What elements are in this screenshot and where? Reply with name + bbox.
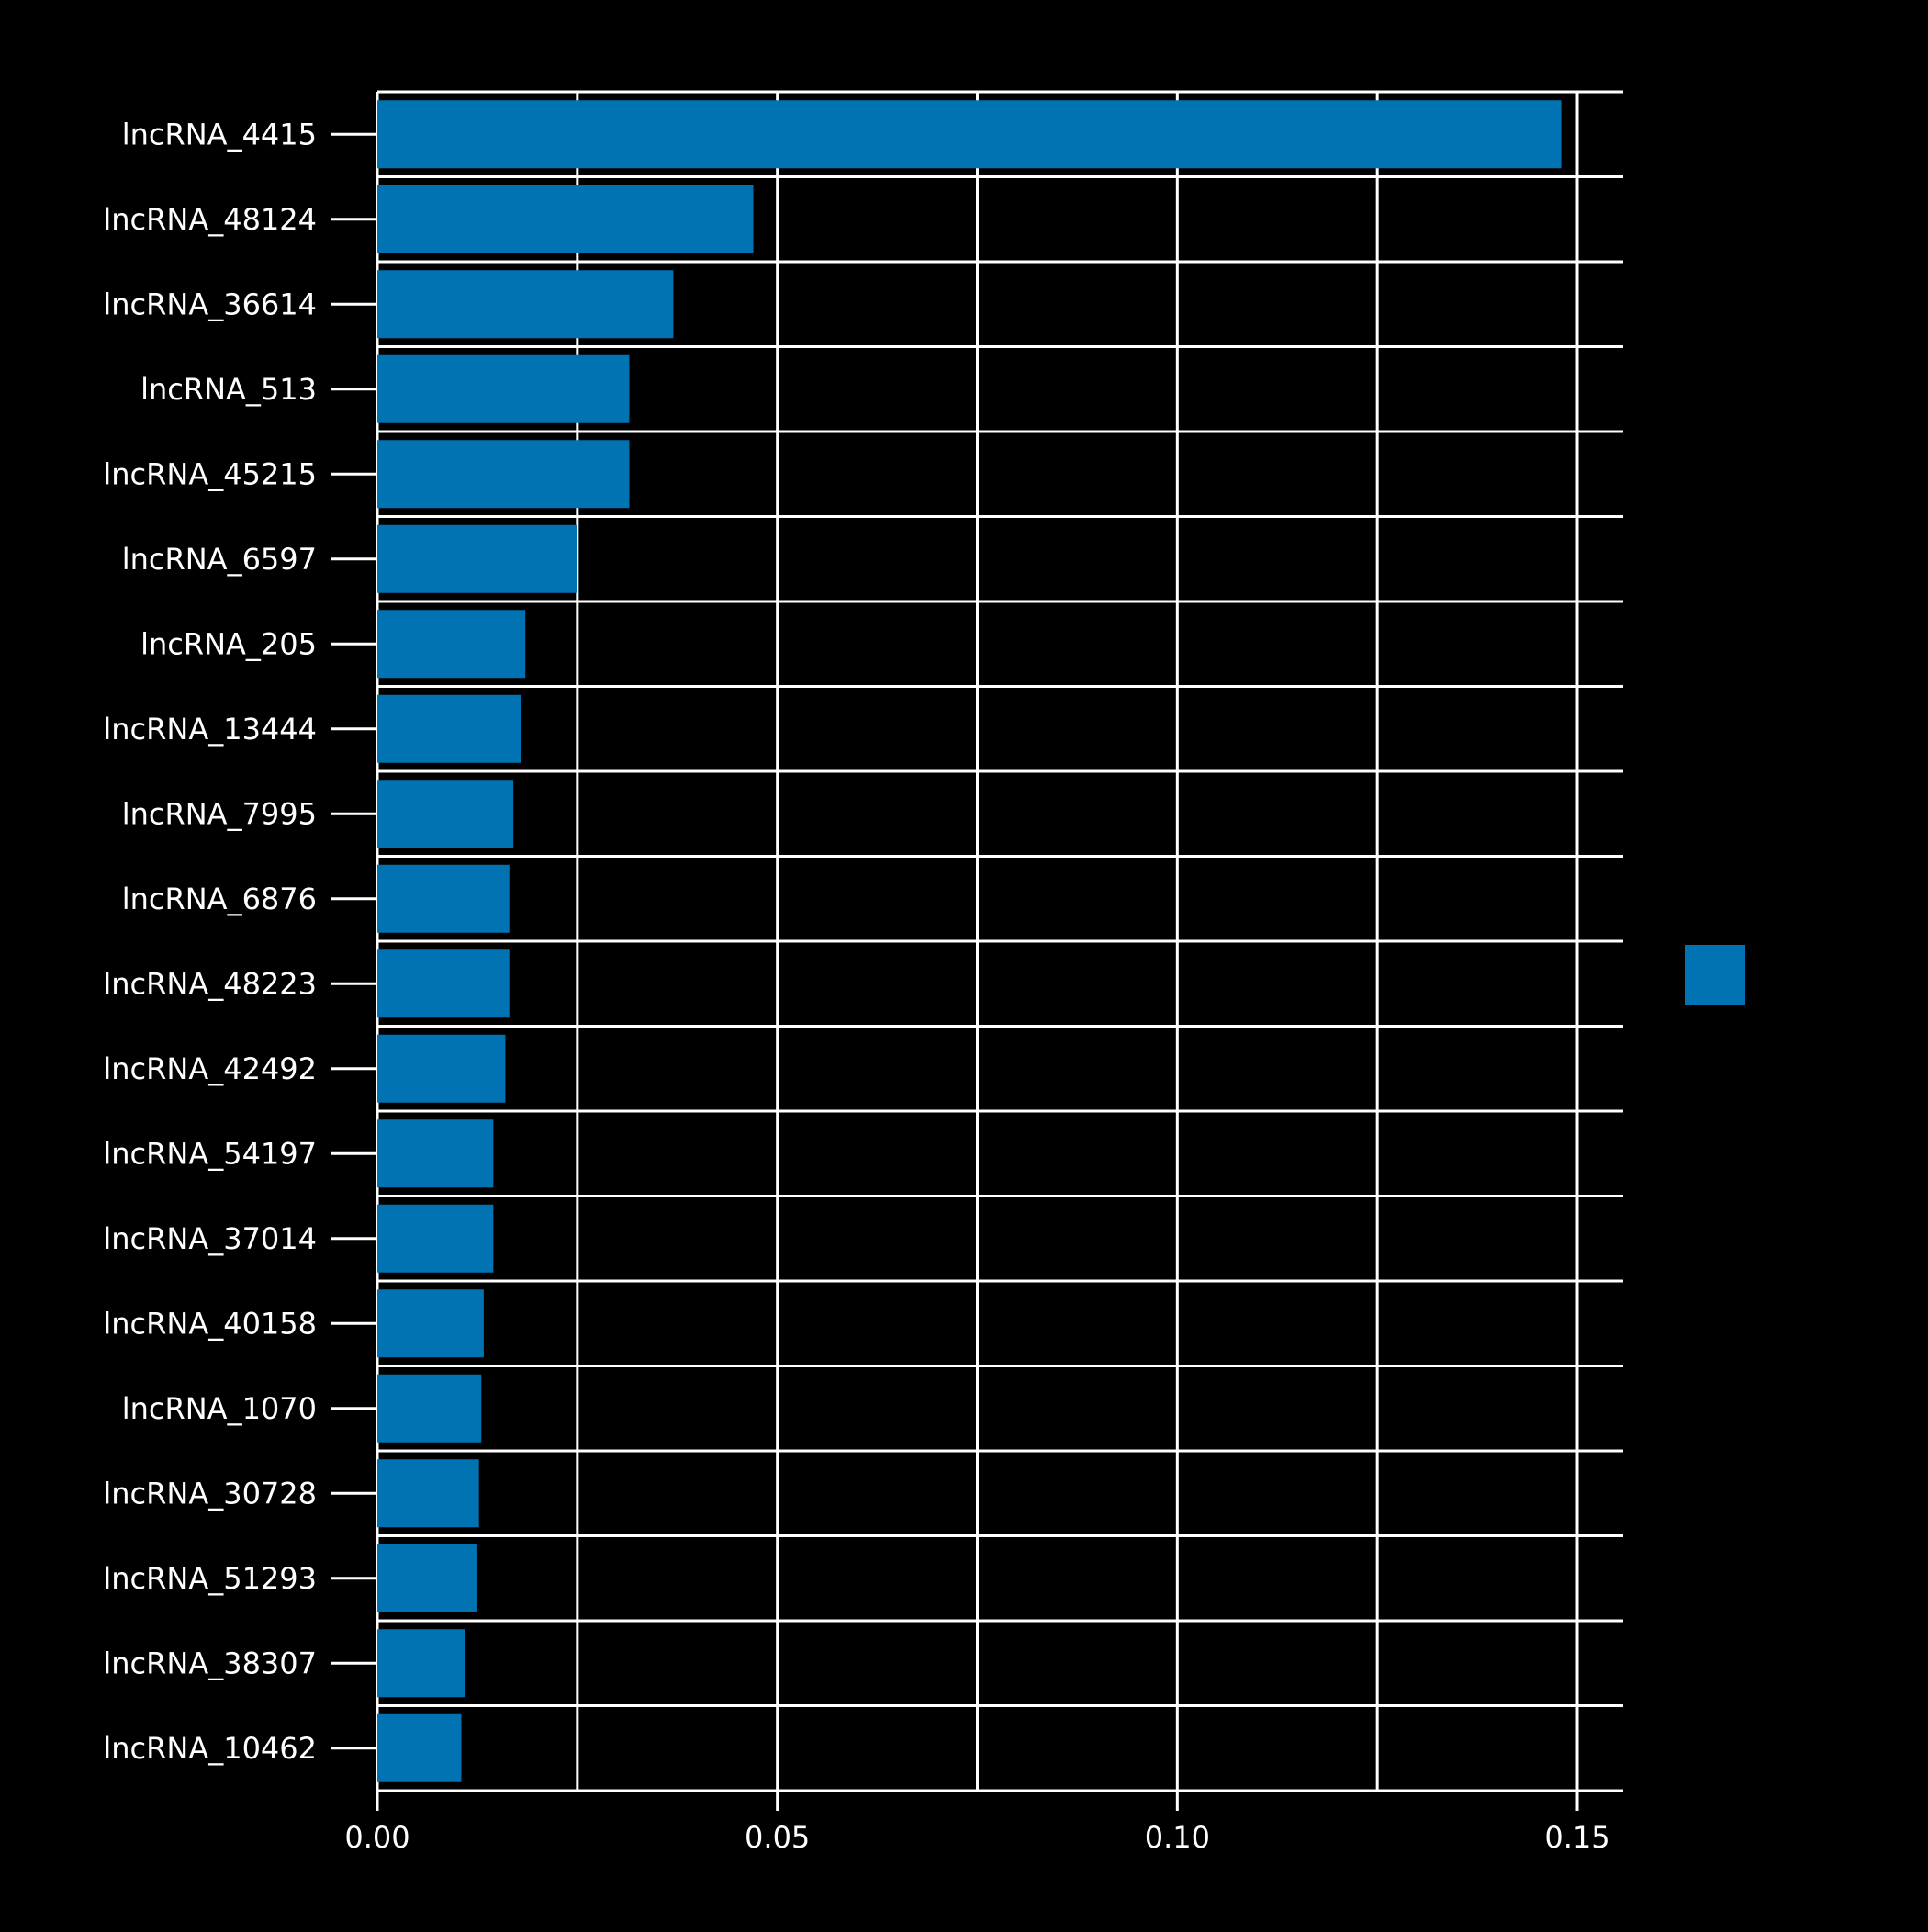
bar	[377, 864, 510, 933]
bar	[377, 780, 514, 848]
y-tick-label: lncRNA_13444	[103, 712, 317, 747]
bar	[377, 1544, 477, 1612]
y-tick-label: lncRNA_51293	[103, 1561, 317, 1596]
y-tick-label: lncRNA_30728	[103, 1476, 317, 1511]
x-tick-label: 0.10	[1145, 1820, 1210, 1855]
y-tick-label: lncRNA_40158	[103, 1306, 317, 1341]
legend-swatch	[1685, 945, 1745, 1005]
x-tick-label: 0.00	[344, 1820, 409, 1855]
bar	[377, 100, 1562, 169]
y-tick-label: lncRNA_38307	[103, 1646, 317, 1680]
y-tick-label: lncRNA_48124	[103, 202, 317, 237]
y-tick-label: lncRNA_7995	[122, 796, 317, 831]
bar	[377, 610, 526, 679]
y-tick-label: lncRNA_42492	[103, 1051, 317, 1086]
bar	[377, 1629, 465, 1698]
y-tick-label: lncRNA_1070	[122, 1391, 317, 1426]
bar	[377, 1119, 494, 1188]
bar	[377, 1034, 506, 1103]
x-tick-label: 0.15	[1544, 1820, 1609, 1855]
bar	[377, 694, 521, 763]
y-tick-label: lncRNA_37014	[103, 1221, 317, 1256]
x-tick-label: 0.05	[745, 1820, 810, 1855]
bar	[377, 1459, 479, 1528]
y-tick-label: lncRNA_36614	[103, 286, 317, 321]
bar	[377, 949, 510, 1018]
bar	[377, 354, 630, 423]
y-tick-label: lncRNA_6597	[122, 542, 317, 577]
bar	[377, 185, 754, 253]
y-tick-label: lncRNA_513	[140, 372, 317, 407]
bar	[377, 270, 674, 339]
y-tick-label: lncRNA_205	[140, 626, 317, 661]
y-tick-label: lncRNA_4415	[122, 117, 317, 152]
bar	[377, 1204, 494, 1273]
bar	[377, 1289, 484, 1358]
y-tick-label: lncRNA_48223	[103, 966, 317, 1001]
bar	[377, 1374, 482, 1443]
bar	[377, 440, 630, 509]
bar	[377, 524, 577, 593]
bar	[377, 1713, 462, 1782]
y-tick-label: lncRNA_10462	[103, 1731, 317, 1766]
y-tick-label: lncRNA_6876	[122, 882, 317, 916]
y-tick-label: lncRNA_45215	[103, 456, 317, 491]
y-tick-label: lncRNA_54197	[103, 1136, 317, 1171]
